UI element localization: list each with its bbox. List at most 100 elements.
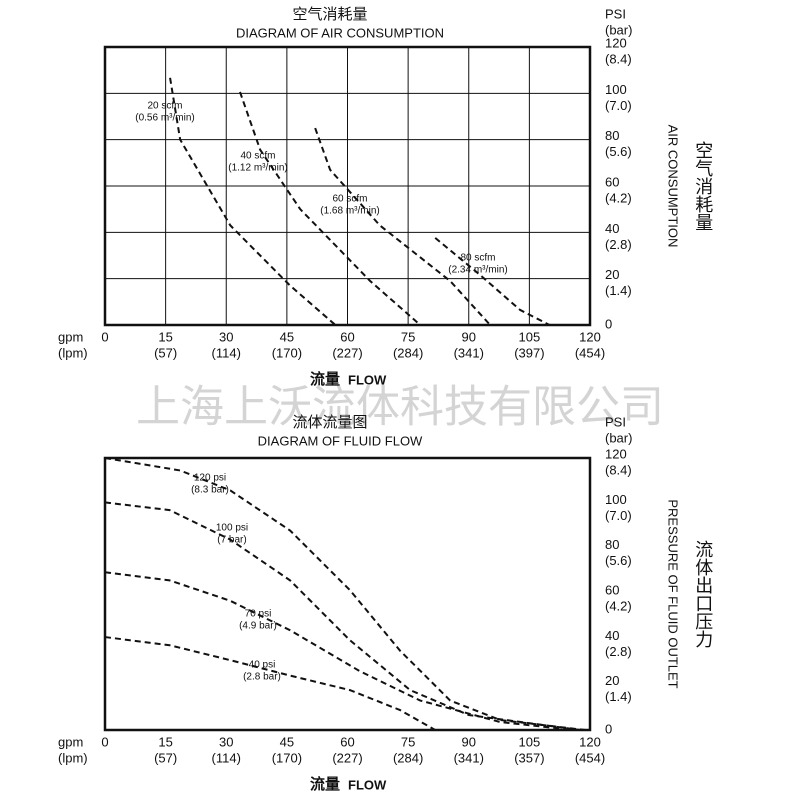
y-unit: PSI — [605, 6, 626, 21]
x-tick-label2: (357) — [514, 750, 544, 765]
y-tick-label: 100 — [605, 492, 627, 507]
y-tick-label2: (5.6) — [605, 553, 632, 568]
y-tick-label: 100 — [605, 82, 627, 97]
y-label: AIR CONSUMPTION — [666, 125, 681, 248]
x-unit2: (lpm) — [58, 345, 88, 360]
y-tick-label2: (8.4) — [605, 51, 632, 66]
curve — [239, 91, 421, 326]
y-tick-label2: (1.4) — [605, 283, 632, 298]
plot-frame — [103, 456, 592, 732]
x-unit2: (lpm) — [58, 750, 88, 765]
curve-sublabel: (1.68 m³/min) — [320, 206, 379, 217]
curve-label: 70 psi — [245, 609, 272, 620]
x-tick-label: 60 — [340, 734, 354, 749]
y-tick-label2: (7.0) — [605, 98, 632, 113]
y-tick-label: 120 — [605, 35, 627, 50]
curve — [434, 237, 551, 326]
curve-sublabel: (2.8 bar) — [243, 672, 281, 683]
y-tick-label2: (2.8) — [605, 237, 632, 252]
y-tick-label2: (8.4) — [605, 462, 632, 477]
y-tick-label: 20 — [605, 673, 619, 688]
y-label: PRESSURE OF FLUID OUTLET — [666, 499, 681, 688]
x-label-cn: 流量 — [310, 370, 340, 388]
y-tick-label: 80 — [605, 128, 619, 143]
x-label: FLOW — [348, 372, 387, 387]
x-tick-label2: (57) — [154, 750, 177, 765]
x-tick-label2: (284) — [393, 345, 423, 360]
x-tick-label2: (284) — [393, 750, 423, 765]
curve — [104, 501, 581, 731]
curve-sublabel: (4.9 bar) — [239, 621, 277, 632]
x-tick-label: 45 — [280, 734, 294, 749]
x-tick-label: 120 — [579, 734, 601, 749]
y-tick-label2: (5.6) — [605, 144, 632, 159]
x-tick-label: 90 — [462, 329, 476, 344]
x-tick-label2: (114) — [212, 345, 241, 360]
y-tick-label2: (1.4) — [605, 689, 632, 704]
x-tick-label2: (341) — [454, 750, 484, 765]
curve — [104, 571, 574, 731]
title-cn: 流体流量图 — [292, 414, 367, 431]
x-tick-label2: (454) — [575, 345, 605, 360]
x-tick-label: 105 — [519, 329, 541, 344]
y-unit2: (bar) — [605, 430, 632, 445]
curve-sublabel: (1.12 m³/min) — [228, 163, 287, 174]
x-tick-label2: (57) — [154, 345, 177, 360]
curve — [104, 636, 436, 731]
y-label-cn: 空气消耗量 — [693, 141, 713, 231]
curve — [169, 77, 337, 326]
x-label: FLOW — [348, 777, 387, 792]
x-tick-label: 75 — [401, 329, 415, 344]
y-tick-label: 40 — [605, 628, 619, 643]
y-tick-label2: (2.8) — [605, 644, 632, 659]
curve-sublabel: (8.3 bar) — [191, 485, 229, 496]
x-tick-label: 15 — [158, 734, 172, 749]
curve-label: 40 scfm — [240, 151, 275, 162]
x-tick-label: 0 — [101, 734, 108, 749]
watermark: 上海上沃流体科技有限公司 — [136, 383, 664, 432]
x-unit: gpm — [58, 329, 83, 344]
curve-label: 20 scfm — [147, 101, 182, 112]
curve-sublabel: (7 bar) — [217, 535, 246, 546]
x-tick-label: 30 — [219, 329, 233, 344]
title: DIAGRAM OF FLUID FLOW — [258, 433, 423, 448]
x-tick-label: 30 — [219, 734, 233, 749]
title: DIAGRAM OF AIR CONSUMPTION — [236, 25, 444, 40]
y-tick-label: 0 — [605, 316, 612, 331]
x-tick-label: 60 — [340, 329, 354, 344]
curve-label: 40 psi — [249, 660, 276, 671]
x-tick-label2: (227) — [332, 345, 362, 360]
plot-frame — [103, 45, 592, 327]
curve-label: 100 psi — [216, 523, 248, 534]
y-tick-label: 20 — [605, 267, 619, 282]
x-tick-label: 0 — [101, 329, 108, 344]
x-label-cn: 流量 — [310, 775, 340, 793]
y-tick-label: 60 — [605, 582, 619, 597]
x-tick-label: 15 — [158, 329, 172, 344]
x-tick-label2: (170) — [272, 345, 302, 360]
curve-sublabel: (2.34 m³/min) — [448, 265, 507, 276]
curve-label: 60 scfm — [332, 194, 367, 205]
curve-sublabel: (0.56 m³/min) — [135, 113, 194, 124]
x-tick-label2: (114) — [212, 750, 241, 765]
curve-label: 80 scfm — [460, 253, 495, 264]
y-tick-label: 80 — [605, 537, 619, 552]
y-tick-label: 120 — [605, 446, 627, 461]
curve — [314, 127, 491, 326]
y-tick-label: 0 — [605, 721, 612, 736]
x-tick-label2: (170) — [272, 750, 302, 765]
x-tick-label2: (454) — [575, 750, 605, 765]
x-tick-label2: (227) — [332, 750, 362, 765]
x-tick-label: 120 — [579, 329, 601, 344]
curve-label: 120 psi — [194, 473, 226, 484]
x-tick-label: 45 — [280, 329, 294, 344]
curve — [104, 457, 586, 731]
y-tick-label2: (4.2) — [605, 190, 632, 205]
x-tick-label: 90 — [462, 734, 476, 749]
y-tick-label: 60 — [605, 174, 619, 189]
x-unit: gpm — [58, 734, 83, 749]
y-label-cn: 流体出口压力 — [693, 540, 713, 648]
y-unit: PSI — [605, 414, 626, 429]
x-tick-label: 105 — [519, 734, 541, 749]
